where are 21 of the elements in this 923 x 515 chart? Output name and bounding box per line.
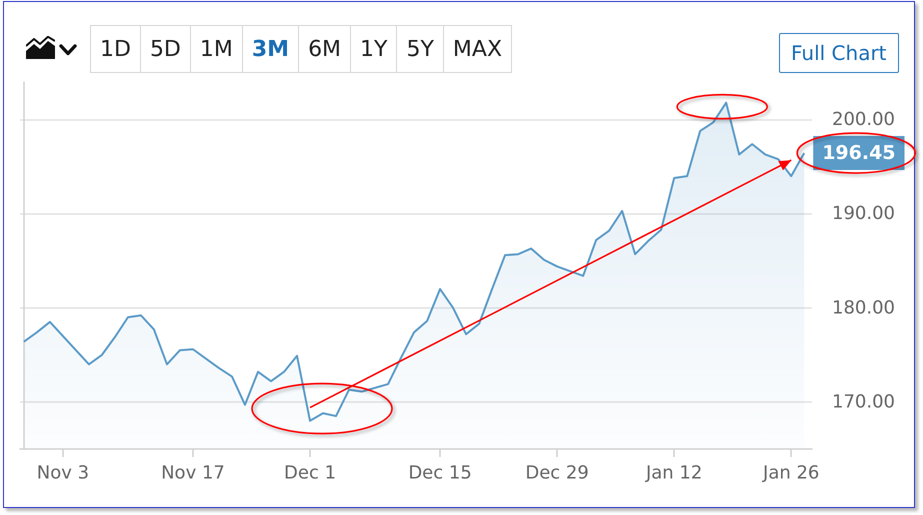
y-tick-label: 200.00 [832,109,895,130]
button: 1D [90,25,141,73]
y-tick-label: 190.00 [832,203,895,224]
x-tick-label: Jan 26 [762,462,820,484]
x-tick-label: Dec 1 [284,462,336,484]
x-tick-label: Nov 3 [36,462,90,484]
button: 5Y [396,25,444,73]
button: 1Y [350,25,398,73]
data-label: 196.45 [822,142,896,164]
button: 1M [190,25,243,73]
button: Full Chart [779,33,899,73]
x-tick-label: Nov 17 [161,462,225,484]
button: 6M [298,25,352,73]
y-tick-label: 180.00 [832,297,895,318]
x-tick-label: Dec 15 [408,462,472,484]
button: 5D [140,25,191,73]
y-tick-label: 170.00 [832,391,895,412]
x-tick-label: Dec 29 [525,462,589,484]
button: 3M [242,25,300,73]
button: MAX [442,25,512,73]
x-tick-label: Jan 12 [644,462,702,484]
